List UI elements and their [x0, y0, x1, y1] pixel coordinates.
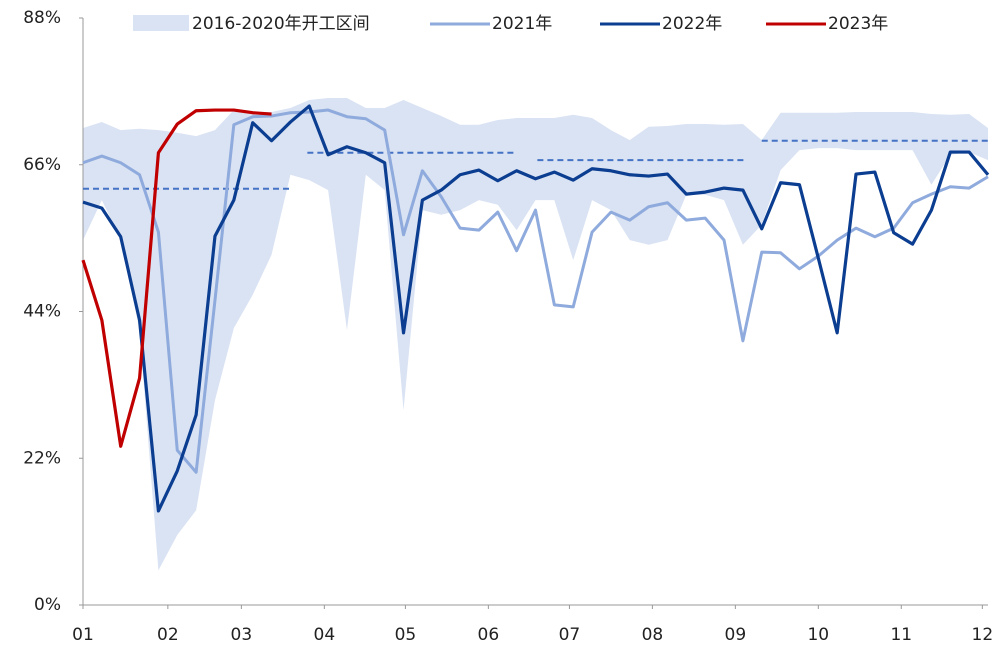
x-tick-label: 02	[157, 625, 179, 645]
x-tick-label: 11	[890, 625, 912, 645]
x-tick-label: 12	[972, 625, 994, 645]
x-tick-label: 10	[807, 625, 829, 645]
legend-label: 2021年	[492, 14, 552, 34]
series-line	[82, 104, 990, 513]
x-tick-label: 07	[559, 625, 581, 645]
y-tick-label: 22%	[23, 448, 61, 468]
y-tick-label: 66%	[23, 155, 61, 175]
range-band	[83, 98, 988, 571]
x-tick-label: 08	[642, 625, 664, 645]
y-tick-label: 88%	[23, 8, 61, 28]
series-line	[81, 108, 272, 448]
legend-label: 2023年	[828, 14, 888, 34]
x-tick-label: 01	[72, 625, 94, 645]
x-tick-label: 04	[314, 625, 336, 645]
legend-label: 2022年	[662, 14, 722, 34]
x-tick-label: 09	[725, 625, 747, 645]
y-tick-label: 0%	[34, 595, 61, 615]
legend-swatch	[133, 15, 189, 31]
series-line	[82, 108, 989, 474]
y-tick-label: 44%	[23, 302, 61, 322]
x-tick-label: 06	[478, 625, 500, 645]
x-tick-label: 03	[231, 625, 253, 645]
legend-label: 2016-2020年开工区间	[192, 14, 370, 34]
x-tick-label: 05	[395, 625, 417, 645]
